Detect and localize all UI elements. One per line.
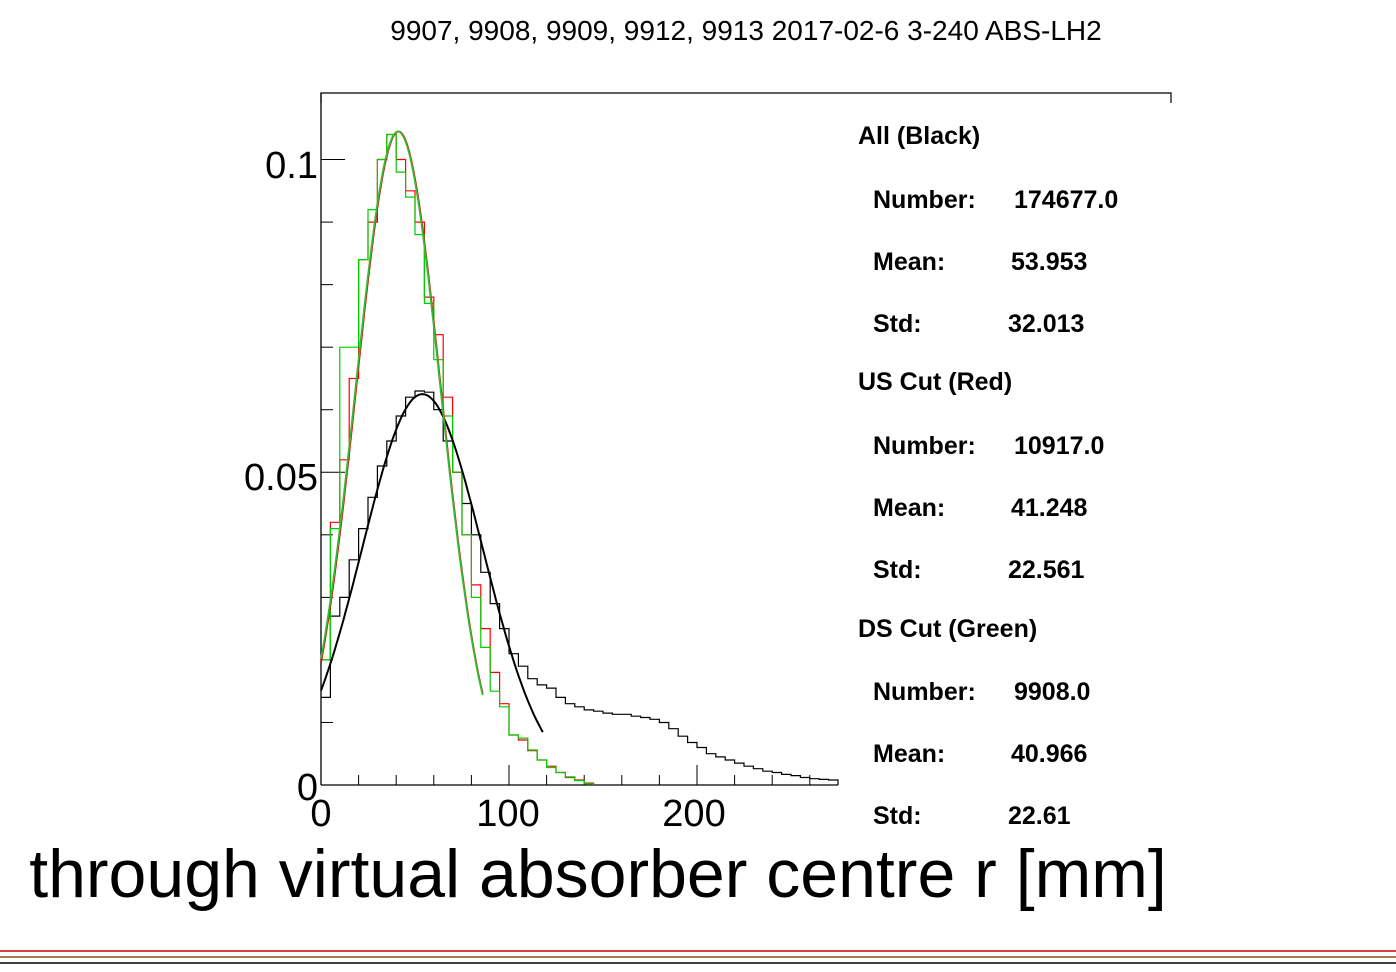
stats-value-ds-std: 22.61 [1008, 802, 1071, 830]
histogram-all-black [321, 390, 839, 785]
stats-box: All (Black) Number: 174677.0 Mean: 53.95… [858, 122, 1118, 830]
stats-value-all-number: 174677.0 [1014, 186, 1118, 214]
y-tick-label-0.05: 0.05 [244, 457, 318, 499]
x-axis-label: through virtual absorber centre r [mm] [29, 836, 1167, 912]
stats-label-ds-number: Number: [873, 678, 976, 706]
chart-title: 9907, 9908, 9909, 9912, 9913 2017-02-6 3… [390, 15, 1101, 46]
axes-group [320, 93, 838, 786]
stats-label-all-mean: Mean: [873, 248, 945, 276]
stats-value-us-number: 10917.0 [1014, 432, 1104, 460]
stats-label-us-number: Number: [873, 432, 976, 460]
stats-label-ds-std: Std: [873, 802, 922, 830]
stats-value-all-mean: 53.953 [1011, 248, 1087, 276]
fit-curves-group [320, 130, 544, 733]
fit-curve-ds-cut-green [320, 130, 484, 696]
x-tick-label-200: 200 [662, 793, 725, 835]
stats-value-all-std: 32.013 [1008, 310, 1084, 338]
stats-label-all-std: Std: [873, 310, 922, 338]
stats-heading-all: All (Black) [858, 122, 980, 150]
stats-label-us-mean: Mean: [873, 494, 945, 522]
x-tick-label-100: 100 [476, 793, 539, 835]
stats-heading-us: US Cut (Red) [858, 368, 1012, 396]
stats-heading-ds: DS Cut (Green) [858, 615, 1037, 643]
histogram-ds-cut-green [321, 133, 595, 785]
stats-value-ds-mean: 40.966 [1011, 740, 1087, 768]
x-tick-label-0: 0 [310, 793, 331, 835]
stats-label-ds-mean: Mean: [873, 740, 945, 768]
stats-label-all-number: Number: [873, 186, 976, 214]
stats-value-us-std: 22.561 [1008, 556, 1085, 584]
y-tick-label-0: 0 [297, 767, 318, 809]
y-tick-label-0.1: 0.1 [265, 145, 318, 187]
stats-value-us-mean: 41.248 [1011, 494, 1088, 522]
fit-curve-all-black [320, 393, 544, 733]
stats-label-us-std: Std: [873, 556, 922, 584]
stats-value-ds-number: 9908.0 [1014, 678, 1090, 706]
